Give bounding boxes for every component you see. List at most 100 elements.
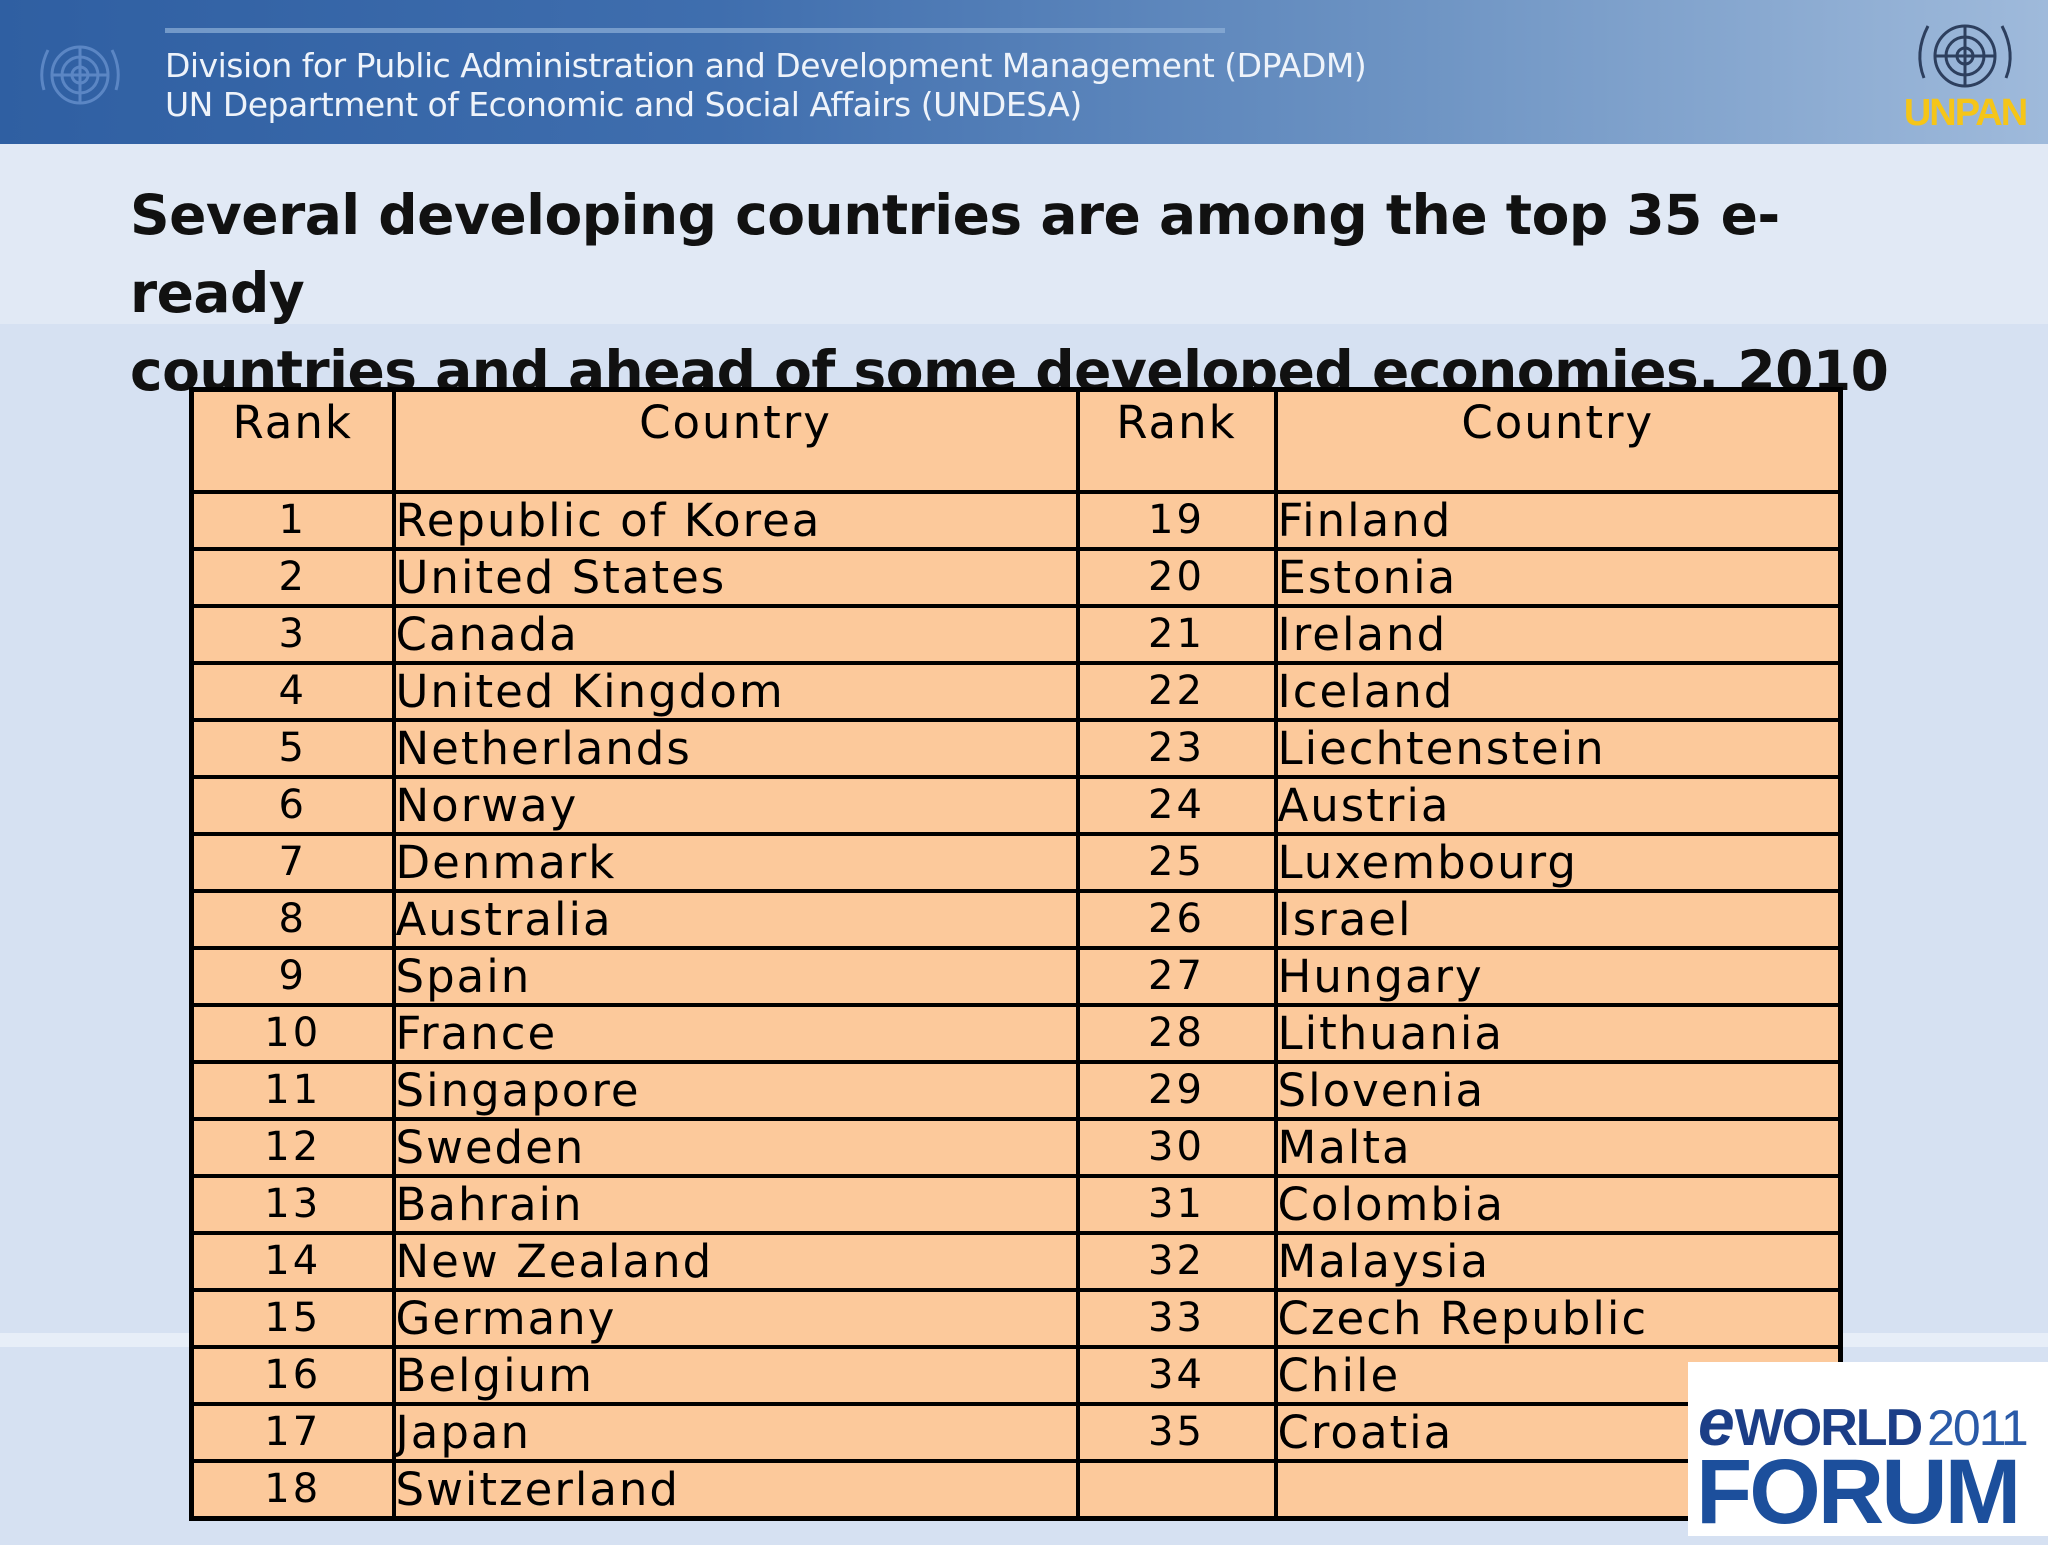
rank-cell-left: 7 — [189, 831, 396, 893]
rank-cell-left: 9 — [189, 945, 396, 1007]
rank-cell-right: 27 — [1075, 945, 1278, 1007]
country-cell-right: Hungary — [1273, 945, 1843, 1007]
country-cell-right: Israel — [1273, 888, 1843, 950]
rank-cell-left: 18 — [189, 1458, 396, 1520]
country-cell-right: Czech Republic — [1273, 1287, 1843, 1349]
table-row: 18 Switzerland — [189, 1458, 1843, 1520]
rank-cell-left: 5 — [189, 717, 396, 779]
country-cell-left: Spain — [391, 945, 1080, 1007]
rank-cell-left: 15 — [189, 1287, 396, 1349]
un-emblem-icon — [40, 45, 120, 105]
country-cell-left: Sweden — [391, 1116, 1080, 1178]
table-row: 3 Canada 21 Ireland — [189, 603, 1843, 665]
table-row: 6 Norway 24 Austria — [189, 774, 1843, 836]
table-row: 11 Singapore 29 Slovenia — [189, 1059, 1843, 1121]
country-cell-left: Canada — [391, 603, 1080, 665]
country-cell-left: Denmark — [391, 831, 1080, 893]
country-header-right: Country — [1273, 387, 1843, 494]
country-cell-left: New Zealand — [391, 1230, 1080, 1292]
rank-cell-left: 3 — [189, 603, 396, 665]
country-cell-left: Japan — [391, 1401, 1080, 1463]
table-row: 2 United States 20 Estonia — [189, 546, 1843, 608]
rank-cell-left: 2 — [189, 546, 396, 608]
rank-cell-right: 23 — [1075, 717, 1278, 779]
unpan-emblem-icon — [1918, 24, 2012, 88]
table-row: 12 Sweden 30 Malta — [189, 1116, 1843, 1178]
country-header-left: Country — [391, 387, 1080, 494]
rank-header-left: Rank — [189, 387, 396, 494]
rank-cell-right — [1075, 1458, 1278, 1520]
eworld-logo-world: WORLD — [1734, 1399, 1923, 1457]
table-row: 8 Australia 26 Israel — [189, 888, 1843, 950]
table-row: 1 Republic of Korea 19 Finland — [189, 489, 1843, 551]
rank-cell-right: 20 — [1075, 546, 1278, 608]
rank-cell-right: 28 — [1075, 1002, 1278, 1064]
country-cell-left: Bahrain — [391, 1173, 1080, 1235]
country-cell-right: Iceland — [1273, 660, 1843, 722]
country-cell-right: Estonia — [1273, 546, 1843, 608]
rank-cell-left: 1 — [189, 489, 396, 551]
table-row: 5 Netherlands 23 Liechtenstein — [189, 717, 1843, 779]
rank-cell-left: 17 — [189, 1401, 396, 1463]
country-cell-right: Liechtenstein — [1273, 717, 1843, 779]
table-header-row: Rank Country Rank Country — [189, 387, 1843, 494]
rank-cell-left: 13 — [189, 1173, 396, 1235]
country-cell-right: Austria — [1273, 774, 1843, 836]
country-cell-left: Australia — [391, 888, 1080, 950]
table-row: 16 Belgium 34 Chile — [189, 1344, 1843, 1406]
header-divider — [165, 28, 1225, 33]
rank-cell-right: 19 — [1075, 489, 1278, 551]
eworld-logo-year: 2011 — [1927, 1400, 2029, 1456]
country-cell-right: Malaysia — [1273, 1230, 1843, 1292]
table-row: 4 United Kingdom 22 Iceland — [189, 660, 1843, 722]
country-cell-left: United Kingdom — [391, 660, 1080, 722]
table-row: 10 France 28 Lithuania — [189, 1002, 1843, 1064]
header-department-text: UN Department of Economic and Social Aff… — [165, 85, 1082, 124]
rank-cell-left: 6 — [189, 774, 396, 836]
rank-cell-left: 8 — [189, 888, 396, 950]
country-cell-left: United States — [391, 546, 1080, 608]
rank-cell-left: 16 — [189, 1344, 396, 1406]
rank-cell-right: 25 — [1075, 831, 1278, 893]
rank-cell-left: 11 — [189, 1059, 396, 1121]
country-cell-left: Switzerland — [391, 1458, 1080, 1520]
rank-cell-right: 34 — [1075, 1344, 1278, 1406]
header-division-text: Division for Public Administration and D… — [165, 46, 1367, 85]
rank-cell-right: 22 — [1075, 660, 1278, 722]
rank-cell-right: 24 — [1075, 774, 1278, 836]
table-row: 7 Denmark 25 Luxembourg — [189, 831, 1843, 893]
rank-cell-right: 29 — [1075, 1059, 1278, 1121]
eworld-logo-e: e — [1698, 1385, 1735, 1459]
country-cell-right: Colombia — [1273, 1173, 1843, 1235]
title-band — [0, 144, 2048, 324]
unpan-logo-text: UNPAN — [1903, 92, 2028, 134]
country-cell-right: Ireland — [1273, 603, 1843, 665]
rank-cell-left: 14 — [189, 1230, 396, 1292]
rank-cell-right: 31 — [1075, 1173, 1278, 1235]
table-row: 15 Germany 33 Czech Republic — [189, 1287, 1843, 1349]
country-cell-left: Singapore — [391, 1059, 1080, 1121]
country-cell-left: Netherlands — [391, 717, 1080, 779]
country-cell-right: Slovenia — [1273, 1059, 1843, 1121]
eworld-forum-logo: eWORLD 2011 FORUM — [1688, 1362, 2048, 1543]
country-cell-left: Germany — [391, 1287, 1080, 1349]
rankings-table: Rank Country Rank Country 1 Republic of K… — [189, 387, 1843, 1521]
country-cell-right: Lithuania — [1273, 1002, 1843, 1064]
table-row: 9 Spain 27 Hungary — [189, 945, 1843, 1007]
country-cell-right: Luxembourg — [1273, 831, 1843, 893]
country-cell-right: Chile — [1273, 1344, 1843, 1406]
slide-title: Several developing countries are among t… — [130, 176, 1930, 410]
eworld-logo-top: eWORLD 2011 — [1698, 1384, 2029, 1460]
rank-cell-right: 21 — [1075, 603, 1278, 665]
rank-cell-right: 35 — [1075, 1401, 1278, 1463]
country-cell-right: Malta — [1273, 1116, 1843, 1178]
rank-cell-right: 33 — [1075, 1287, 1278, 1349]
country-cell-left: Norway — [391, 774, 1080, 836]
slide-title-line-1: Several developing countries are among t… — [130, 183, 1780, 325]
table-row: 14 New Zealand 32 Malaysia — [189, 1230, 1843, 1292]
country-cell-left: France — [391, 1002, 1080, 1064]
rank-header-right: Rank — [1075, 387, 1278, 494]
rank-cell-left: 4 — [189, 660, 396, 722]
country-cell-right: Finland — [1273, 489, 1843, 551]
rank-cell-left: 12 — [189, 1116, 396, 1178]
